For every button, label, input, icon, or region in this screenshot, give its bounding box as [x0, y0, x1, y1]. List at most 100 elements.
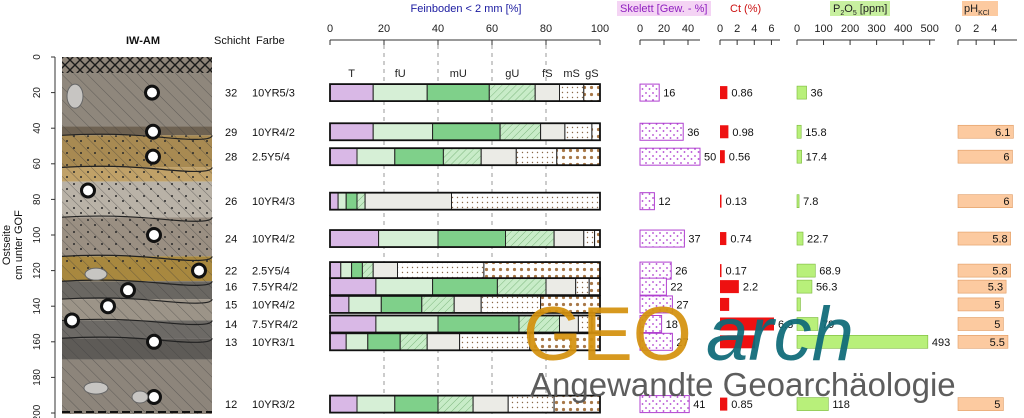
- feinboden-segment-mU: [432, 122, 501, 141]
- ct-value: 0.17: [726, 266, 747, 278]
- ct-tick-label: 6: [768, 23, 774, 35]
- logo-arch: arch: [706, 292, 854, 377]
- ph-header: pHKCl: [964, 3, 990, 17]
- geoarch-logo: GEO arch Angewandte Geoarchäologie: [523, 292, 956, 403]
- feinboden-segment-fS: [534, 83, 561, 102]
- fraction-label-T: T: [348, 68, 355, 80]
- feinboden-segment-gU: [356, 192, 366, 211]
- feinboden-segment-gS: [556, 147, 601, 166]
- profile-band-hatch: [62, 281, 212, 300]
- p2o5-value: 56.3: [816, 282, 837, 294]
- ph-tick-label: 4: [991, 23, 997, 35]
- skelett-value: 37: [688, 234, 700, 246]
- skelett-bar: [639, 295, 673, 314]
- ph-bar: [957, 317, 1004, 331]
- feinboden-segment-fU: [356, 147, 396, 166]
- sample-ring: [64, 312, 80, 329]
- skelett-bar: [639, 315, 663, 333]
- p2o5-value: 36: [811, 88, 823, 100]
- feinboden-segment-fS: [372, 261, 399, 280]
- ph-bar: [957, 334, 1009, 349]
- schicht-value: 13: [225, 337, 237, 349]
- feinboden-segment-mU: [351, 261, 363, 280]
- feinboden-segment-T: [329, 395, 358, 414]
- layer-row-29: 29 10YR4/2 36 0.98 15.8 6.1: [225, 122, 1014, 142]
- skelett-value: 12: [658, 196, 670, 208]
- profile-band-hatch: [62, 338, 212, 360]
- ph-value: 6: [1003, 152, 1009, 164]
- p2o5-bar: [796, 194, 800, 208]
- p2o5-value: 22.7: [807, 234, 828, 246]
- sample-ring: [80, 182, 96, 199]
- fraction-label-fS: fS: [542, 68, 552, 80]
- ct-bar: [720, 397, 728, 411]
- ph-value: 5.8: [992, 234, 1007, 246]
- ph-value: 5: [994, 399, 1000, 411]
- depth-tick-label: 180: [32, 369, 43, 386]
- farbe-value: 10YR3/1: [252, 337, 295, 349]
- depth-axis: 0 20 40 60 80 100 120 140 160 180 200: [32, 54, 56, 418]
- skelett-value: 36: [687, 127, 699, 139]
- feinboden-segment-fU: [375, 315, 439, 333]
- p2o5-bar: [796, 263, 816, 278]
- ct-value: 2.2: [743, 282, 758, 294]
- skelett-tick-label: 0: [637, 23, 643, 35]
- fraction-label-gS: gS: [585, 68, 598, 80]
- schicht-value: 16: [225, 282, 237, 294]
- layer-row-14: 14 7.5YR4/2 18 6.3 79 5: [225, 314, 1004, 334]
- feinboden-header: Feinboden < 2 mm [%]: [411, 3, 522, 15]
- p2o5-tick-label: 100: [814, 23, 832, 35]
- feinboden-segment-T: [329, 277, 377, 296]
- p2o5-bar: [796, 279, 813, 294]
- feinboden-segment-fU: [337, 192, 347, 211]
- depth-tick-label: 20: [32, 87, 43, 99]
- ph-value: 5.5: [990, 337, 1005, 349]
- feinboden-segment-T: [329, 83, 374, 102]
- skelett-value: 22: [670, 282, 682, 294]
- ct-bar: [720, 150, 725, 164]
- fraction-label-fU: fU: [395, 68, 406, 80]
- feinboden-segment-gU: [488, 83, 536, 102]
- depth-tick-label: 80: [32, 193, 43, 205]
- ph-bar: [957, 297, 1004, 312]
- profile-band-hatch: [62, 320, 212, 339]
- feinboden-segment-T: [329, 261, 342, 280]
- skelett-header-bg: [617, 1, 711, 16]
- skelett-header: Skelett [Gew. - %]: [620, 3, 707, 15]
- sample-ring: [191, 262, 207, 279]
- ph-bar: [957, 231, 1011, 246]
- feinboden-bar-outline: [329, 295, 601, 314]
- ph-bar: [957, 194, 1013, 208]
- layer-row-16: 16 7.5YR4/2 22 2.2 56.3 5.3: [225, 277, 1007, 297]
- ct-bar: [720, 125, 729, 139]
- feinboden-segment-fS: [553, 229, 585, 248]
- skelett-bar: [639, 147, 701, 166]
- farbe-value: 7.5YR4/2: [252, 319, 298, 331]
- feinboden-segment-T: [329, 192, 339, 211]
- p2o5-header-bg: [830, 1, 890, 16]
- feinboden-segment-fU: [372, 83, 428, 102]
- feinboden-bar-outline: [329, 332, 601, 352]
- skelett-bar: [639, 192, 655, 211]
- profile-boundary: [61, 279, 213, 286]
- profile-boundary: [61, 297, 213, 304]
- skelett-bar: [639, 261, 672, 280]
- ph-value: 6.1: [995, 127, 1010, 139]
- skelett-value: 18: [666, 319, 678, 331]
- schicht-value: 28: [225, 152, 237, 164]
- p2o5-value: 7.8: [803, 196, 818, 208]
- feinboden-segment-fU: [340, 261, 353, 280]
- feinboden-bar-outline: [329, 191, 601, 211]
- ph-bar: [957, 124, 1014, 139]
- ph-value: 5.8: [992, 266, 1007, 278]
- feinboden-segment-T: [329, 147, 358, 166]
- p2o5-value: 79: [822, 319, 834, 331]
- ph-tick-label: 2: [973, 23, 979, 35]
- feinboden-segment-fS: [426, 332, 461, 351]
- ct-bar: [720, 317, 774, 331]
- schicht-value: 26: [225, 196, 237, 208]
- logo-geo: GEO: [523, 292, 692, 377]
- ph-value: 6: [1003, 196, 1009, 208]
- logo-tagline: Angewandte Geoarchäologie: [530, 366, 956, 403]
